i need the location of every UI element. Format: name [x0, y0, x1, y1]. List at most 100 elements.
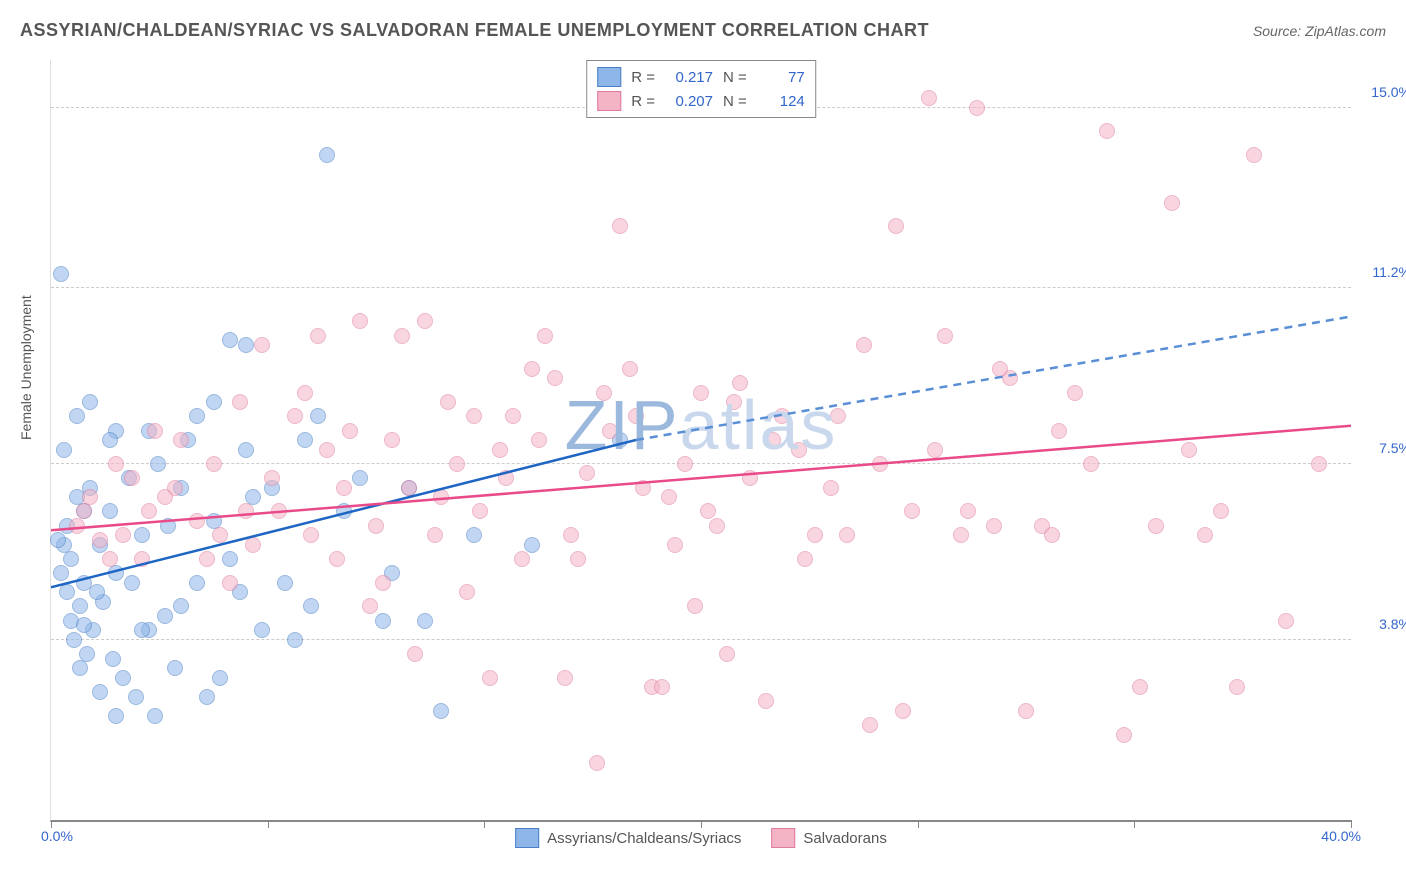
scatter-point-assyrians: [310, 408, 326, 424]
scatter-point-salvadorans: [1132, 679, 1148, 695]
scatter-point-salvadorans: [297, 385, 313, 401]
legend-label-series-1: Salvadorans: [803, 830, 886, 847]
scatter-point-salvadorans: [677, 456, 693, 472]
scatter-point-assyrians: [287, 632, 303, 648]
scatter-point-salvadorans: [394, 328, 410, 344]
scatter-point-salvadorans: [807, 527, 823, 543]
scatter-point-salvadorans: [895, 703, 911, 719]
scatter-point-salvadorans: [635, 480, 651, 496]
scatter-point-assyrians: [466, 527, 482, 543]
scatter-point-salvadorans: [69, 518, 85, 534]
scatter-point-assyrians: [69, 408, 85, 424]
scatter-point-salvadorans: [872, 456, 888, 472]
scatter-point-assyrians: [92, 684, 108, 700]
scatter-point-salvadorans: [482, 670, 498, 686]
scatter-point-assyrians: [254, 622, 270, 638]
scatter-point-salvadorans: [992, 361, 1008, 377]
scatter-point-assyrians: [189, 408, 205, 424]
scatter-point-salvadorans: [726, 394, 742, 410]
legend-n-value-1: 124: [757, 93, 805, 110]
scatter-point-salvadorans: [492, 442, 508, 458]
scatter-point-assyrians: [150, 456, 166, 472]
scatter-point-assyrians: [238, 337, 254, 353]
scatter-point-salvadorans: [115, 527, 131, 543]
scatter-point-assyrians: [524, 537, 540, 553]
scatter-point-salvadorans: [1229, 679, 1245, 695]
source-credit: Source: ZipAtlas.com: [1253, 23, 1386, 39]
x-tick: [1351, 820, 1352, 828]
scatter-point-salvadorans: [1164, 195, 1180, 211]
scatter-point-salvadorans: [596, 385, 612, 401]
scatter-point-assyrians: [222, 332, 238, 348]
scatter-point-salvadorans: [206, 456, 222, 472]
scatter-point-salvadorans: [303, 527, 319, 543]
scatter-point-assyrians: [319, 147, 335, 163]
scatter-point-salvadorans: [417, 313, 433, 329]
gridline: [51, 463, 1351, 464]
scatter-point-salvadorans: [774, 408, 790, 424]
scatter-point-salvadorans: [1311, 456, 1327, 472]
scatter-point-salvadorans: [589, 755, 605, 771]
scatter-point-salvadorans: [362, 598, 378, 614]
scatter-point-salvadorans: [1083, 456, 1099, 472]
scatter-point-salvadorans: [921, 90, 937, 106]
scatter-point-salvadorans: [102, 551, 118, 567]
scatter-point-salvadorans: [986, 518, 1002, 534]
scatter-point-salvadorans: [245, 537, 261, 553]
legend-swatch-series-1: [771, 828, 795, 848]
scatter-point-assyrians: [102, 432, 118, 448]
scatter-point-salvadorans: [232, 394, 248, 410]
scatter-point-salvadorans: [319, 442, 335, 458]
scatter-point-salvadorans: [141, 503, 157, 519]
scatter-point-salvadorans: [212, 527, 228, 543]
scatter-point-salvadorans: [440, 394, 456, 410]
scatter-point-salvadorans: [1197, 527, 1213, 543]
scatter-point-salvadorans: [134, 551, 150, 567]
scatter-point-assyrians: [297, 432, 313, 448]
scatter-point-assyrians: [66, 632, 82, 648]
scatter-point-assyrians: [336, 503, 352, 519]
scatter-point-assyrians: [173, 598, 189, 614]
scatter-point-salvadorans: [1067, 385, 1083, 401]
y-axis-label: Female Unemployment: [18, 295, 34, 440]
scatter-point-assyrians: [124, 575, 140, 591]
scatter-point-assyrians: [108, 565, 124, 581]
watermark-a: ZIP: [565, 386, 680, 464]
scatter-point-salvadorans: [888, 218, 904, 234]
scatter-point-salvadorans: [76, 503, 92, 519]
scatter-point-assyrians: [63, 551, 79, 567]
scatter-point-salvadorans: [264, 470, 280, 486]
scatter-point-assyrians: [105, 651, 121, 667]
scatter-point-assyrians: [89, 584, 105, 600]
scatter-point-salvadorans: [505, 408, 521, 424]
scatter-point-salvadorans: [459, 584, 475, 600]
scatter-point-salvadorans: [287, 408, 303, 424]
source-name: ZipAtlas.com: [1305, 23, 1386, 39]
scatter-point-salvadorans: [466, 408, 482, 424]
scatter-point-assyrians: [147, 708, 163, 724]
scatter-point-assyrians: [277, 575, 293, 591]
scatter-point-assyrians: [134, 622, 150, 638]
scatter-point-assyrians: [50, 532, 66, 548]
scatter-point-salvadorans: [368, 518, 384, 534]
scatter-point-assyrians: [82, 394, 98, 410]
scatter-point-salvadorans: [449, 456, 465, 472]
legend-r-label: R =: [631, 93, 655, 110]
scatter-point-assyrians: [53, 266, 69, 282]
scatter-point-assyrians: [238, 442, 254, 458]
source-prefix: Source:: [1253, 23, 1305, 39]
scatter-point-salvadorans: [719, 646, 735, 662]
scatter-point-salvadorans: [92, 532, 108, 548]
scatter-point-salvadorans: [1278, 613, 1294, 629]
scatter-point-salvadorans: [189, 513, 205, 529]
legend-swatch-series-0: [597, 67, 621, 87]
scatter-point-assyrians: [115, 670, 131, 686]
scatter-point-salvadorans: [427, 527, 443, 543]
legend-row-series-0: R = 0.217 N = 77: [597, 65, 805, 89]
scatter-point-assyrians: [56, 442, 72, 458]
scatter-point-salvadorans: [1148, 518, 1164, 534]
chart-title: ASSYRIAN/CHALDEAN/SYRIAC VS SALVADORAN F…: [20, 20, 929, 41]
x-tick: [918, 820, 919, 828]
scatter-point-salvadorans: [157, 489, 173, 505]
scatter-point-salvadorans: [839, 527, 855, 543]
